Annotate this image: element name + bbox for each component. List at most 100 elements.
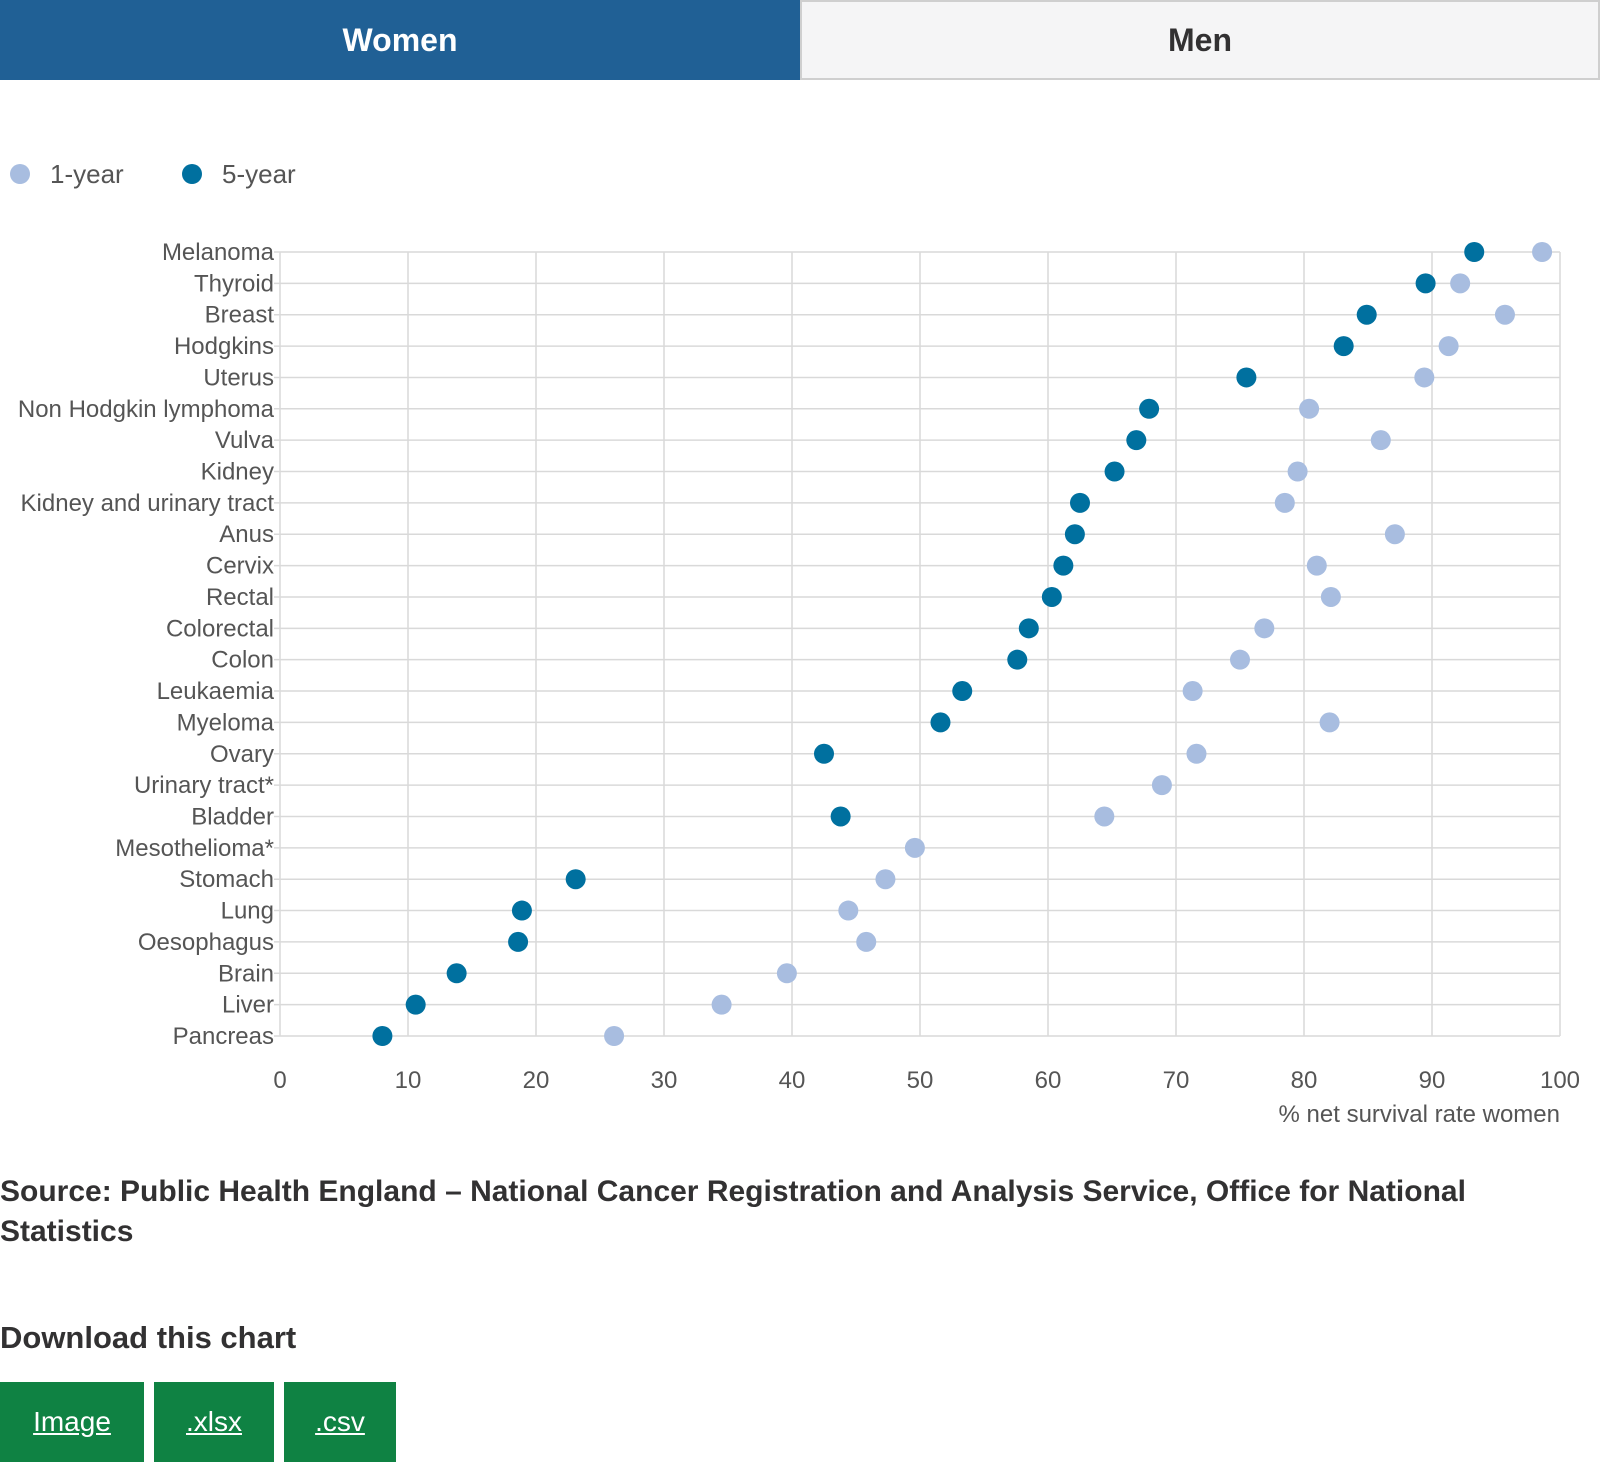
download-csv-button[interactable]: .csv <box>284 1382 396 1462</box>
category-label: Brain <box>218 960 274 987</box>
one-year-point <box>1254 618 1275 639</box>
five-year-point <box>1464 242 1485 262</box>
one-year-point <box>1306 555 1327 576</box>
tab-women[interactable]: Women <box>0 0 800 80</box>
one-year-point <box>1186 743 1207 764</box>
five-year-point <box>1041 586 1062 607</box>
five-year-point <box>814 743 834 764</box>
one-year-point <box>1319 712 1340 733</box>
five-year-point <box>1007 649 1028 670</box>
x-tick-label: 40 <box>779 1067 806 1094</box>
category-label: Oesophagus <box>138 929 274 956</box>
one-year-point <box>856 931 877 952</box>
download-image-button[interactable]: Image <box>0 1382 144 1462</box>
category-label: Colorectal <box>166 615 274 642</box>
category-label: Hodgkins <box>174 333 274 360</box>
five-year-point <box>508 931 529 952</box>
one-year-point <box>711 994 732 1015</box>
one-year-point <box>904 837 925 858</box>
category-label: Breast <box>205 302 275 329</box>
one-year-point <box>1230 649 1250 670</box>
category-label: Pancreas <box>173 1023 274 1050</box>
five-year-point <box>565 869 586 890</box>
category-label: Uterus <box>203 364 274 391</box>
five-year-point <box>930 712 951 733</box>
five-year-point <box>1018 618 1039 639</box>
one-year-point <box>1414 367 1435 388</box>
one-year-point <box>1151 775 1172 796</box>
category-label: Melanoma <box>162 239 275 266</box>
x-tick-label: 80 <box>1291 1067 1318 1094</box>
one-year-point <box>1274 492 1295 513</box>
one-year-point <box>875 869 896 890</box>
source-note: Source: Public Health England – National… <box>0 1175 1466 1248</box>
x-tick-label: 90 <box>1419 1067 1446 1094</box>
five-year-point <box>1064 524 1085 545</box>
five-year-point <box>1139 398 1160 419</box>
tab-men[interactable]: Men <box>800 0 1600 80</box>
category-label: Thyroid <box>194 270 274 297</box>
category-label: Stomach <box>179 866 274 893</box>
one-year-point <box>1494 304 1515 325</box>
x-tick-label: 100 <box>1540 1067 1580 1094</box>
one-year-point <box>1384 524 1405 545</box>
category-label: Leukaemia <box>157 678 275 705</box>
five-year-point <box>1104 461 1125 482</box>
five-year-point <box>1236 367 1257 388</box>
category-label: Non Hodgkin lymphoma <box>18 396 275 423</box>
category-label: Liver <box>222 992 274 1019</box>
one-year-point <box>1532 242 1553 262</box>
five-year-point <box>1126 430 1147 451</box>
five-year-point <box>1356 304 1377 325</box>
download-heading: Download this chart <box>0 1320 297 1355</box>
x-tick-label: 10 <box>395 1067 422 1094</box>
five-year-point <box>1415 273 1436 294</box>
legend-swatch-1-year <box>10 164 30 184</box>
one-year-point <box>776 963 797 984</box>
five-year-point <box>372 1026 393 1046</box>
category-label: Ovary <box>210 741 274 768</box>
one-year-point <box>1450 273 1471 294</box>
five-year-point <box>405 994 426 1015</box>
legend-label: 1-year <box>50 159 124 189</box>
x-tick-label: 0 <box>273 1067 286 1094</box>
x-tick-label: 30 <box>651 1067 678 1094</box>
chart-tabs: Women Men <box>0 0 1600 80</box>
x-tick-label: 20 <box>523 1067 550 1094</box>
category-label: Vulva <box>215 427 275 454</box>
five-year-point <box>830 806 851 827</box>
category-label: Mesothelioma* <box>115 835 274 862</box>
x-tick-label: 50 <box>907 1067 934 1094</box>
x-axis-label: % net survival rate women <box>1279 1101 1560 1128</box>
category-label: Kidney <box>201 459 274 486</box>
five-year-point <box>952 681 973 702</box>
download-xlsx-button[interactable]: .xlsx <box>154 1382 274 1462</box>
one-year-point <box>1299 398 1320 419</box>
one-year-point <box>1438 336 1459 357</box>
category-label: Kidney and urinary tract <box>21 490 275 517</box>
one-year-point <box>1370 430 1391 451</box>
x-tick-label: 70 <box>1163 1067 1190 1094</box>
category-label: Myeloma <box>177 709 275 736</box>
category-label: Bladder <box>191 803 274 830</box>
five-year-point <box>1333 336 1354 357</box>
one-year-point <box>838 900 859 921</box>
five-year-point <box>1053 555 1074 576</box>
one-year-point <box>1094 806 1115 827</box>
one-year-point <box>604 1026 625 1046</box>
five-year-point <box>511 900 532 921</box>
category-label: Urinary tract* <box>134 772 274 799</box>
category-label: Rectal <box>206 584 274 611</box>
legend-label: 5-year <box>222 159 296 189</box>
survival-dot-plot: 0 10 20 30 40 50 60 70 80 90 100 Melanoma Thyroid Bre… <box>10 159 1580 1128</box>
category-label: Colon <box>211 647 274 674</box>
one-year-point <box>1287 461 1308 482</box>
five-year-point <box>446 963 467 984</box>
download-buttons: Image .xlsx .csv <box>0 1382 396 1462</box>
category-label: Lung <box>221 898 274 925</box>
five-year-point <box>1070 492 1090 513</box>
one-year-point <box>1320 586 1341 607</box>
one-year-point <box>1182 681 1203 702</box>
x-tick-label: 60 <box>1035 1067 1062 1094</box>
category-label: Anus <box>219 521 274 548</box>
